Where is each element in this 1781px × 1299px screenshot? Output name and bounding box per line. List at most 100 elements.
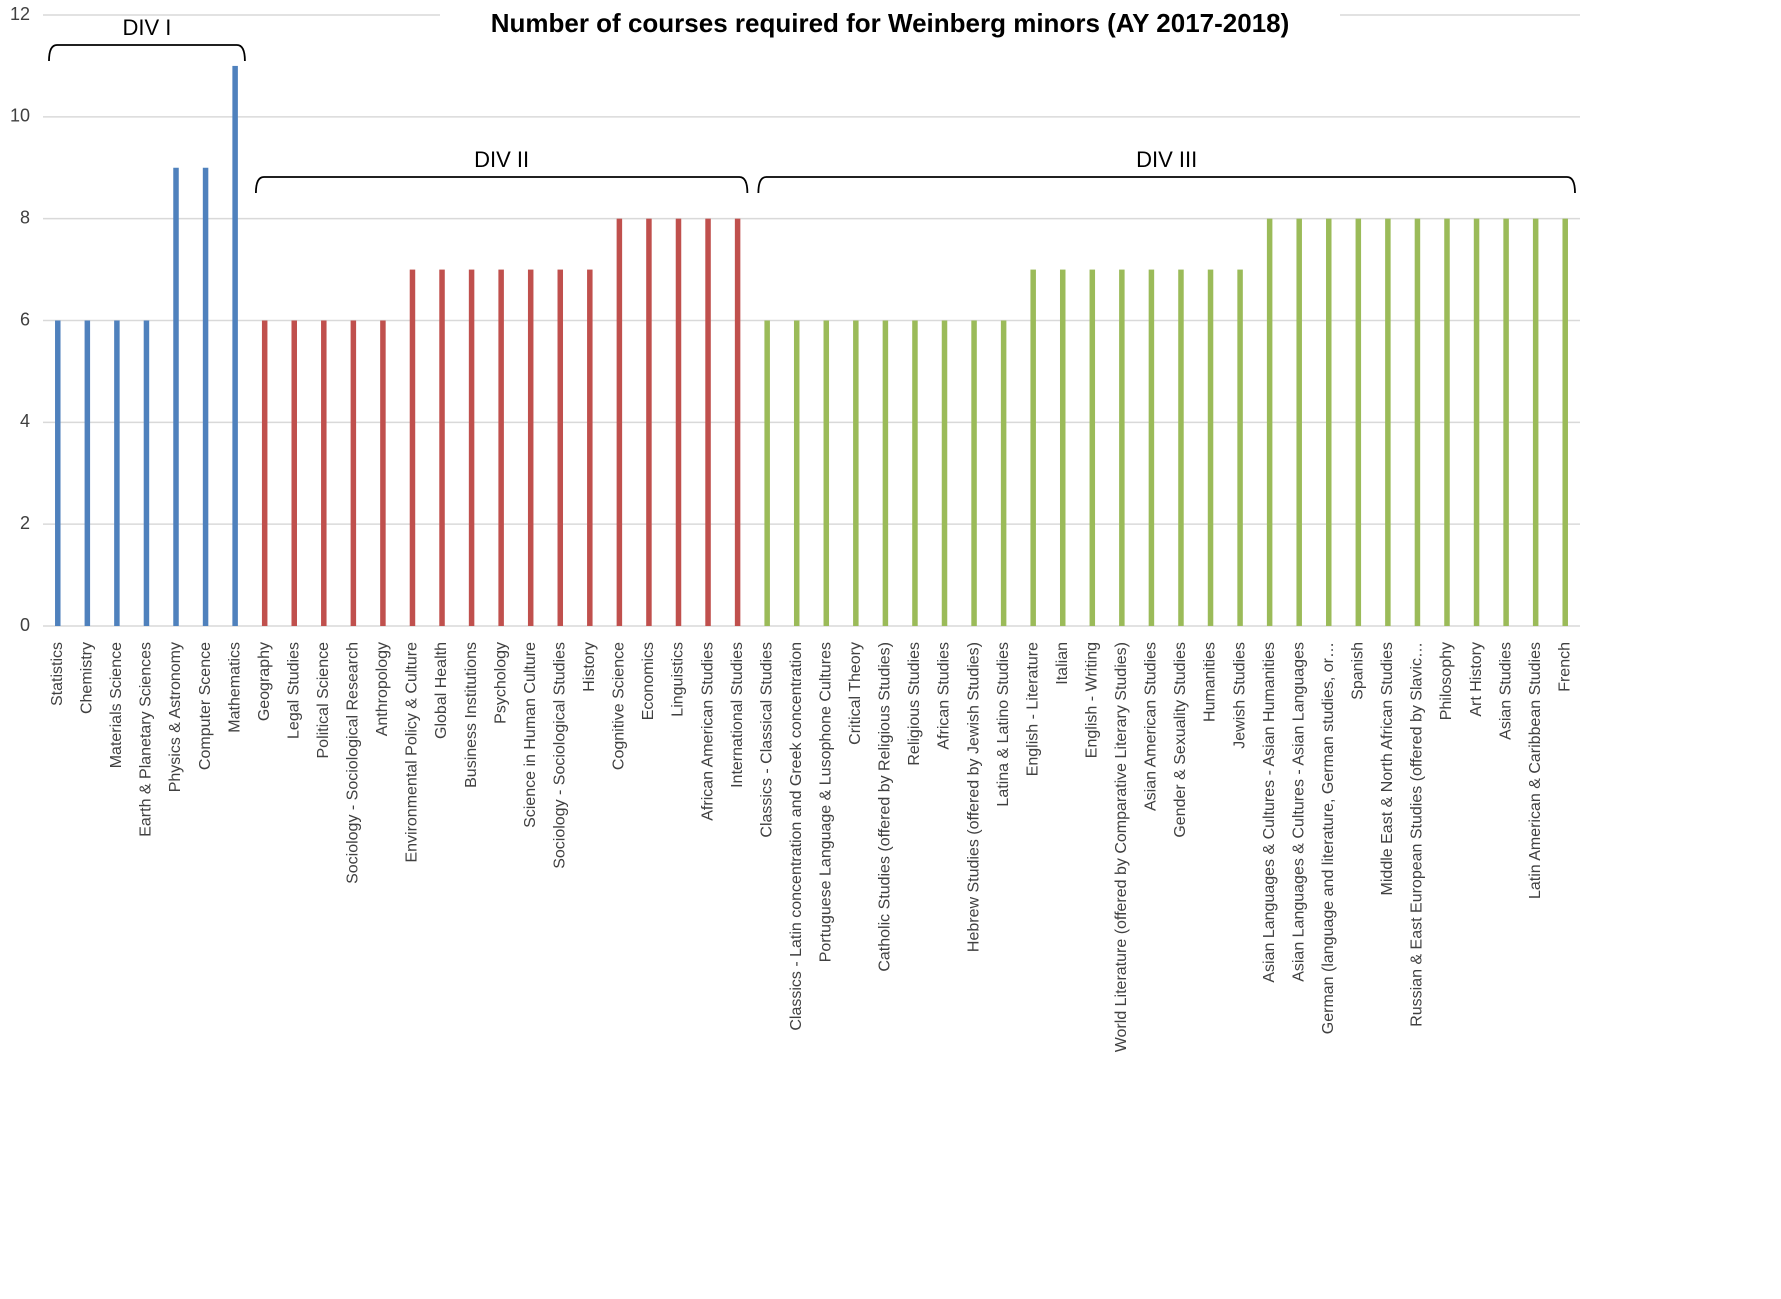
bar <box>439 269 445 626</box>
x-tick-label: Political Science <box>315 642 332 759</box>
group-bracket <box>757 176 1576 194</box>
bar <box>232 65 238 626</box>
bar <box>1148 269 1155 626</box>
x-tick-label: Geography <box>256 642 273 721</box>
x-tick-label: International Studies <box>729 642 746 788</box>
x-tick-label: Religious Studies <box>906 642 923 766</box>
bar <box>1207 269 1214 626</box>
y-tick-label: 12 <box>10 4 30 24</box>
x-tick-label: Anthropology <box>374 642 391 736</box>
y-tick-label: 8 <box>20 207 30 227</box>
x-tick-label: Latina & Latino Studies <box>995 642 1012 807</box>
bar <box>114 320 120 626</box>
x-tick-label: Earth & Planetary Sciences <box>138 642 155 837</box>
bar <box>1355 218 1362 626</box>
x-tick-label: Latin American & Caribbean Studies <box>1527 642 1544 899</box>
bar <box>1296 218 1302 626</box>
bar <box>321 320 327 626</box>
x-tick-label: Linguistics <box>670 642 687 717</box>
x-tick-label: Legal Studies <box>285 642 302 739</box>
x-tick-label: Cognitive Science <box>611 642 628 770</box>
x-tick-label: History <box>581 642 598 692</box>
bar <box>1089 269 1096 626</box>
bar <box>202 167 209 626</box>
group-label: DIV II <box>474 147 529 172</box>
x-tick-label: Humanities <box>1202 642 1219 722</box>
bar <box>1178 269 1184 626</box>
bar <box>143 320 150 626</box>
bar <box>291 320 297 626</box>
bar <box>587 269 593 626</box>
x-tick-label: Statistics <box>49 642 66 706</box>
x-tick-label: Jewish Studies <box>1231 642 1248 749</box>
bar <box>1532 218 1539 626</box>
bar <box>1385 218 1391 626</box>
x-tick-label: Asian Studies <box>1497 642 1514 740</box>
bar <box>912 320 918 626</box>
x-tick-label: German (language and literature, German … <box>1320 642 1337 1034</box>
x-tick-label: Global Health <box>433 642 450 739</box>
x-tick-label: Classics - Latin concentration and Greek… <box>788 642 805 1031</box>
bar <box>941 320 948 626</box>
group-bracket <box>255 176 749 194</box>
bar <box>468 269 475 626</box>
bar <box>823 320 830 626</box>
bar <box>616 218 623 626</box>
bar <box>409 269 416 626</box>
x-tick-label: Portuguese Language & Lusophone Cultures <box>817 642 834 962</box>
x-tick-label: Sociology - Sociological Research <box>345 642 362 884</box>
bar <box>350 320 357 626</box>
x-tick-label: Gender & Sexuality Studies <box>1172 642 1189 838</box>
bar <box>646 218 652 626</box>
x-tick-label: English - Writing <box>1084 642 1101 758</box>
x-tick-label: Asian American Studies <box>1143 642 1160 811</box>
x-tick-label: Sociology - Sociological Studies <box>551 642 568 869</box>
x-tick-label: Russian & East European Studies (offered… <box>1409 642 1426 1027</box>
bar <box>853 320 859 626</box>
bar <box>882 320 889 626</box>
bar <box>1444 218 1450 626</box>
x-tick-label: Italian <box>1054 642 1071 685</box>
bar <box>1266 218 1273 626</box>
x-tick-label: Environmental Policy & Culture <box>404 642 421 863</box>
group-bracket <box>48 44 246 62</box>
y-tick-label: 10 <box>10 106 30 126</box>
x-tick-label: Economics <box>640 642 657 720</box>
bar <box>557 269 564 626</box>
x-tick-label: Science in Human Culture <box>522 642 539 828</box>
x-tick-label: Catholic Studies (offered by Religious S… <box>877 642 894 972</box>
x-tick-label: Psychology <box>492 642 509 724</box>
bar <box>261 320 268 626</box>
bar <box>734 218 741 626</box>
x-tick-label: World Literature (offered by Comparative… <box>1113 642 1130 1052</box>
x-tick-label: African American Studies <box>699 642 716 821</box>
y-tick-label: 6 <box>20 309 30 329</box>
x-tick-label: Asian Languages & Cultures - Asian Langu… <box>1290 642 1307 982</box>
x-tick-label: Computer Scence <box>197 642 214 770</box>
group-label: DIV I <box>122 15 171 40</box>
bar <box>971 320 977 626</box>
x-tick-label: Chemistry <box>79 642 96 714</box>
bar <box>55 320 61 626</box>
x-tick-label: Physics & Astronomy <box>167 642 184 792</box>
x-tick-label: Mathematics <box>226 642 243 733</box>
x-tick-label: Business Institutions <box>463 642 480 788</box>
x-tick-label: Hebrew Studies (offered by Jewish Studie… <box>965 642 982 952</box>
bar <box>1059 269 1066 626</box>
bar <box>1473 218 1480 626</box>
y-tick-label: 2 <box>20 513 30 533</box>
x-tick-label: Art History <box>1468 642 1485 717</box>
bar <box>1503 218 1509 626</box>
x-tick-label: Classics - Classical Studies <box>758 642 775 838</box>
title-background <box>440 6 1340 44</box>
bar <box>1119 269 1125 626</box>
bar <box>84 320 91 626</box>
bar <box>764 320 770 626</box>
x-tick-label: French <box>1556 642 1573 692</box>
y-tick-label: 4 <box>20 411 30 431</box>
bar <box>498 269 504 626</box>
x-tick-label: African Studies <box>936 642 953 750</box>
x-tick-label: Critical Theory <box>847 642 864 745</box>
bar <box>1414 218 1421 626</box>
